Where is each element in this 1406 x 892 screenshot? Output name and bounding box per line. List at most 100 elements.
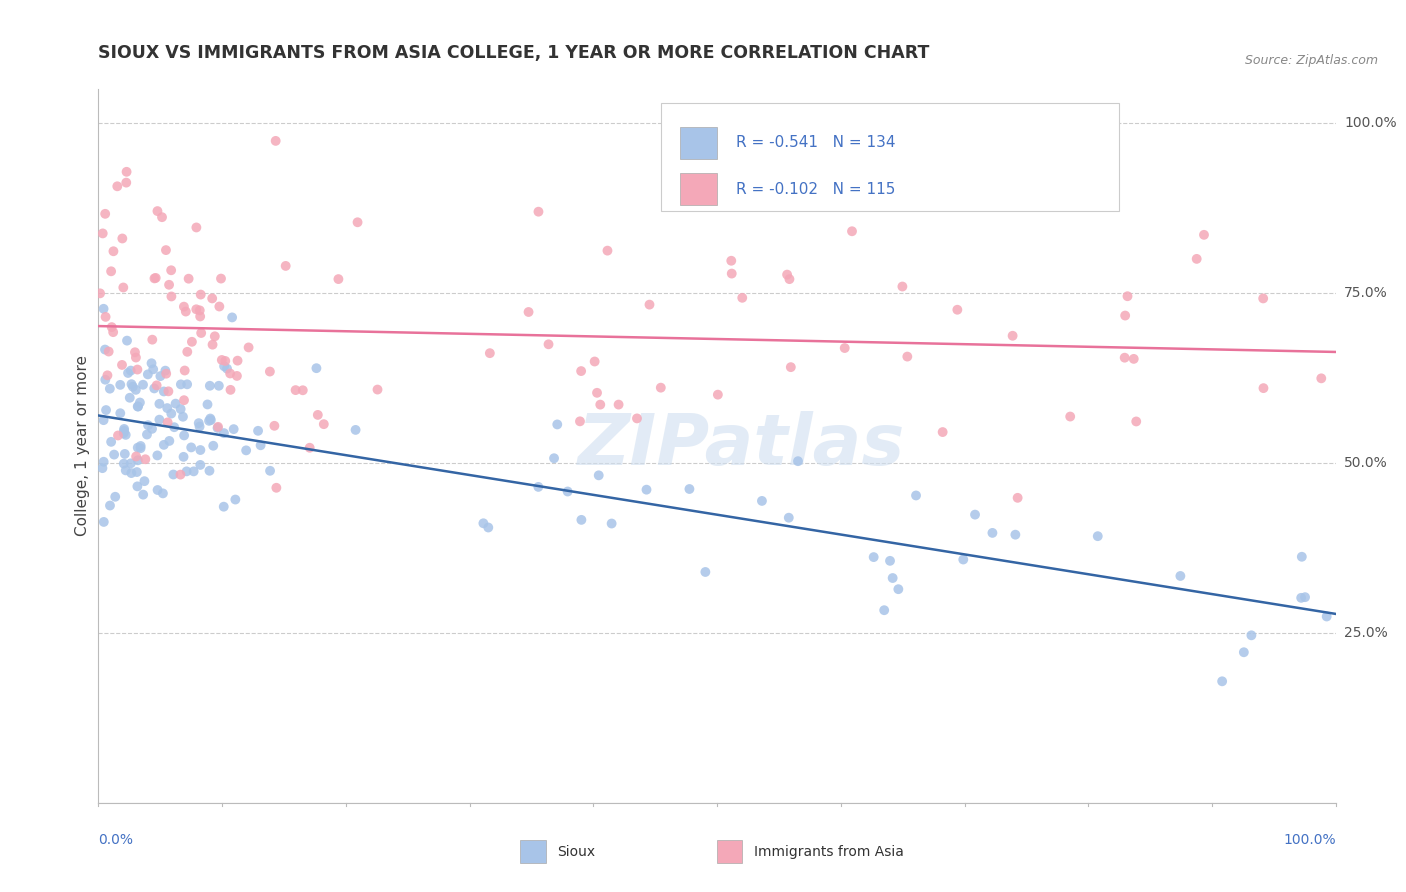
Point: [678, 482, 700, 496]
Point: [517, 305, 540, 319]
Point: [136, 368, 159, 382]
Point: [103, 448, 125, 462]
Point: [188, 419, 211, 434]
Point: [1294, 590, 1316, 604]
Point: [110, 406, 132, 420]
Point: [157, 384, 180, 399]
Point: [173, 300, 195, 314]
Point: [148, 397, 170, 411]
Point: [136, 418, 159, 433]
Point: [93, 515, 115, 529]
Point: [963, 508, 986, 522]
Point: [120, 466, 142, 480]
Point: [266, 481, 288, 495]
Point: [787, 454, 810, 468]
Point: [211, 353, 233, 368]
Point: [98, 382, 121, 396]
Point: [190, 443, 212, 458]
Point: [249, 438, 271, 452]
Point: [121, 377, 143, 392]
Point: [731, 291, 754, 305]
Point: [298, 441, 321, 455]
Point: [132, 488, 155, 502]
Point: [981, 525, 1004, 540]
Point: [129, 395, 152, 409]
Point: [98, 499, 121, 513]
Point: [583, 354, 606, 368]
Point: [155, 243, 177, 257]
Point: [134, 474, 156, 488]
Point: [527, 480, 550, 494]
Point: [707, 387, 730, 401]
Point: [778, 510, 800, 524]
Point: [212, 500, 235, 514]
Point: [1253, 381, 1275, 395]
Point: [127, 453, 149, 467]
Text: 0.0%: 0.0%: [98, 833, 134, 847]
Point: [173, 363, 195, 377]
Point: [226, 353, 249, 368]
Point: [93, 413, 115, 427]
Point: [569, 364, 592, 378]
Point: [209, 271, 232, 285]
Point: [873, 603, 896, 617]
Point: [607, 398, 630, 412]
Point: [204, 329, 226, 343]
Point: [114, 463, 136, 477]
Point: [169, 467, 191, 482]
Point: [307, 408, 329, 422]
Text: 100.0%: 100.0%: [1284, 833, 1336, 847]
Point: [141, 422, 163, 436]
Point: [207, 421, 229, 435]
Point: [1114, 351, 1136, 365]
Point: [1251, 292, 1274, 306]
Point: [589, 398, 612, 412]
Point: [247, 424, 270, 438]
Point: [841, 224, 863, 238]
Point: [896, 350, 918, 364]
Point: [291, 384, 314, 398]
Point: [112, 426, 135, 441]
Point: [100, 264, 122, 278]
Point: [115, 165, 138, 179]
Point: [537, 337, 560, 351]
Point: [1310, 371, 1333, 385]
Point: [110, 377, 132, 392]
Point: [650, 381, 672, 395]
Point: [190, 326, 212, 340]
Point: [568, 414, 591, 428]
Point: [176, 464, 198, 478]
Point: [172, 409, 194, 424]
Point: [259, 365, 281, 379]
Point: [143, 271, 166, 285]
Point: [124, 345, 146, 359]
Text: R = -0.102   N = 115: R = -0.102 N = 115: [735, 182, 896, 196]
Point: [1114, 309, 1136, 323]
Point: [141, 333, 163, 347]
Point: [198, 464, 221, 478]
Point: [127, 479, 149, 493]
Point: [145, 271, 167, 285]
Point: [94, 403, 117, 417]
Point: [115, 176, 138, 190]
Point: [1116, 289, 1139, 303]
Point: [367, 383, 389, 397]
Point: [600, 516, 623, 531]
Point: [201, 337, 224, 351]
Text: SIOUX VS IMMIGRANTS FROM ASIA COLLEGE, 1 YEAR OR MORE CORRELATION CHART: SIOUX VS IMMIGRANTS FROM ASIA COLLEGE, 1…: [98, 45, 929, 62]
Point: [173, 450, 195, 464]
Point: [170, 377, 193, 392]
Point: [751, 494, 773, 508]
Point: [344, 423, 367, 437]
Point: [1289, 591, 1312, 605]
Point: [160, 289, 183, 303]
Point: [214, 354, 236, 368]
Point: [546, 417, 568, 432]
Point: [187, 416, 209, 430]
Point: [198, 378, 221, 392]
Point: [219, 383, 242, 397]
Point: [879, 554, 901, 568]
Point: [1007, 491, 1029, 505]
Point: [202, 439, 225, 453]
Text: Sioux: Sioux: [557, 845, 595, 859]
